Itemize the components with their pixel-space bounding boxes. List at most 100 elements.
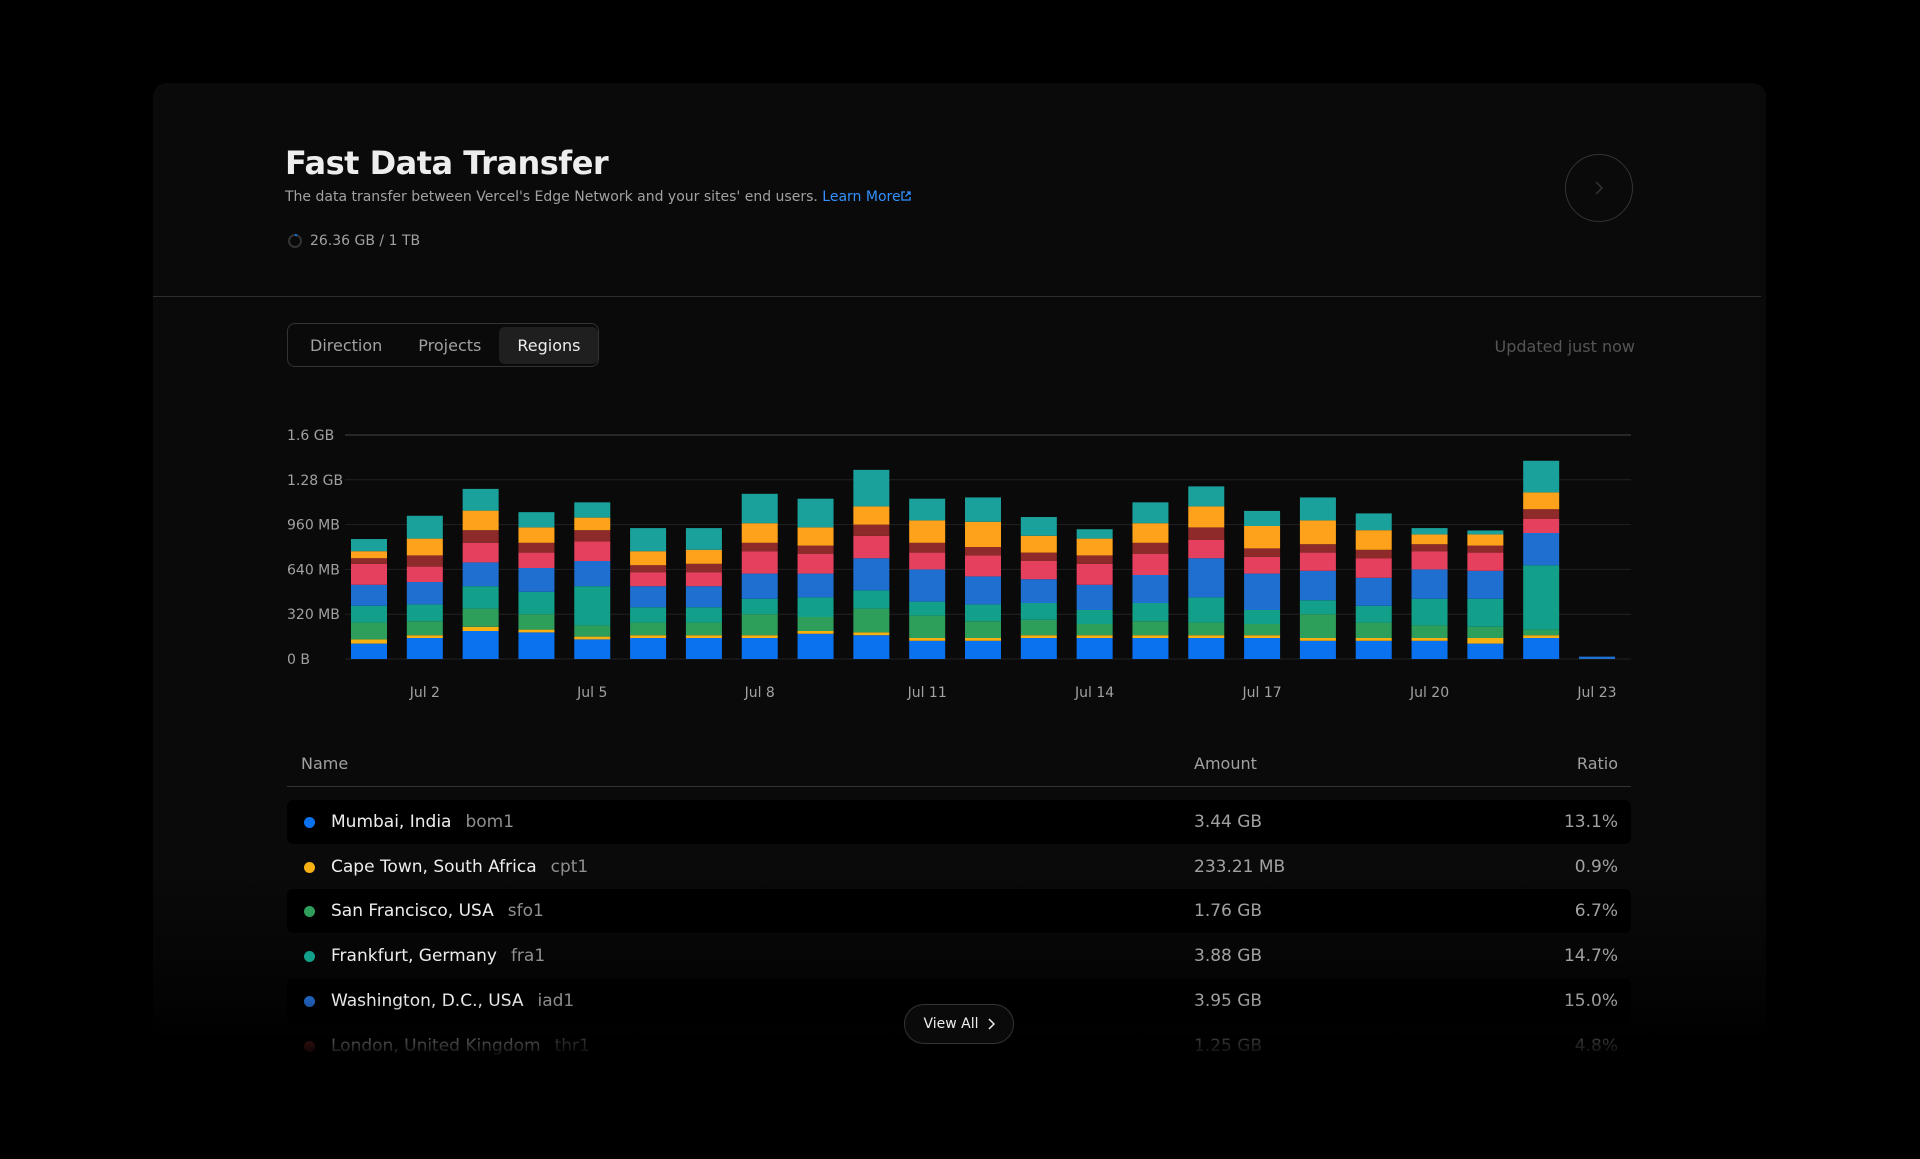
bar-segment — [686, 623, 722, 636]
learn-more-link[interactable]: Learn More — [822, 189, 910, 205]
bar-segment — [686, 550, 722, 564]
region-code: iad1 — [537, 991, 574, 1011]
bar-segment — [853, 525, 889, 536]
bar-segment — [1132, 621, 1168, 635]
region-dot — [304, 906, 315, 917]
bar-segment — [518, 632, 554, 659]
bar-segment — [909, 553, 945, 570]
bar-segment — [1132, 575, 1168, 603]
bar-segment — [574, 502, 610, 517]
bar-segment — [1300, 614, 1336, 638]
tab[interactable]: Projects — [400, 327, 499, 364]
bar-segment — [853, 609, 889, 633]
bar-segment — [1356, 550, 1392, 558]
region-dot — [304, 1041, 315, 1052]
bar-segment — [518, 543, 554, 553]
bar-segment — [630, 551, 666, 565]
bar-segment — [853, 590, 889, 608]
table-row[interactable]: Cape Town, South Africacpt1233.21 MB0.9% — [287, 845, 1631, 889]
bar-segment — [686, 564, 722, 572]
bar-segment — [1467, 530, 1503, 534]
bar-segment — [909, 616, 945, 638]
bar-segment — [1523, 519, 1559, 533]
bar-segment — [463, 609, 499, 627]
bar-segment — [1021, 517, 1057, 536]
bar-segment — [1077, 585, 1113, 610]
bar-segment — [965, 522, 1001, 547]
bar-segment — [1467, 627, 1503, 638]
bar-segment — [1077, 564, 1113, 585]
bar-segment — [1467, 599, 1503, 627]
bar-segment — [909, 520, 945, 542]
x-tick-label: Jul 14 — [1074, 685, 1114, 701]
bar-segment — [407, 604, 443, 621]
bar-segment — [1188, 558, 1224, 597]
bar-segment — [1132, 603, 1168, 621]
bar-segment — [798, 597, 834, 617]
bar-segment — [686, 528, 722, 550]
expand-button[interactable] — [1565, 154, 1633, 222]
bar-segment — [463, 631, 499, 659]
bar-segment — [1132, 638, 1168, 659]
table-row[interactable]: Frankfurt, Germanyfra13.88 GB14.7% — [287, 934, 1631, 978]
region-name: San Francisco, USA — [331, 901, 494, 921]
bar-segment — [1356, 623, 1392, 638]
bar-segment — [742, 574, 778, 599]
bar-segment — [574, 541, 610, 561]
bar-segment — [1412, 544, 1448, 551]
bar-segment — [407, 567, 443, 582]
bar-segment — [463, 627, 499, 631]
bar-segment — [1300, 553, 1336, 571]
ratio: 15.0% — [1564, 991, 1618, 1011]
region-name: London, United Kingdom — [331, 1036, 541, 1056]
bar-segment — [1412, 551, 1448, 569]
bar-segment — [909, 499, 945, 521]
bar-segment — [742, 599, 778, 614]
bar-segment — [1021, 579, 1057, 603]
bar-segment — [1467, 638, 1503, 644]
y-tick-label: 640 MB — [287, 562, 340, 578]
bar-segment — [518, 630, 554, 633]
bar-segment — [1523, 630, 1559, 636]
title: Fast Data Transfer — [285, 144, 608, 182]
bar-segment — [518, 527, 554, 542]
bar-segment — [965, 547, 1001, 555]
bar-segment — [909, 569, 945, 601]
y-tick-label: 1.6 GB — [287, 428, 334, 444]
bar-segment — [1077, 610, 1113, 624]
view-all-button[interactable]: View All — [904, 1004, 1014, 1044]
bar-segment — [1356, 638, 1392, 641]
table-row[interactable]: San Francisco, USAsfo11.76 GB6.7% — [287, 889, 1631, 933]
table-header: NameAmountRatio — [287, 752, 1631, 787]
bar-segment — [1188, 540, 1224, 558]
region-name: Washington, D.C., USA — [331, 991, 523, 1011]
bar-segment — [742, 635, 778, 638]
bar-segment — [1523, 533, 1559, 565]
bar-segment — [965, 641, 1001, 659]
x-tick-label: Jul 20 — [1409, 685, 1449, 701]
tab[interactable]: Direction — [292, 327, 400, 364]
bar-segment — [1244, 511, 1280, 526]
x-tick-label: Jul 11 — [907, 685, 947, 701]
region-name: Frankfurt, Germany — [331, 946, 497, 966]
divider — [153, 296, 1761, 297]
chevron-icon — [987, 1018, 995, 1030]
bar-segment — [686, 586, 722, 607]
y-tick-label: 1.28 GB — [287, 473, 343, 489]
bar-segment — [1356, 606, 1392, 623]
bar-segment — [407, 582, 443, 604]
ratio: 0.9% — [1575, 857, 1618, 877]
bar-segment — [518, 512, 554, 527]
ratio: 6.7% — [1575, 901, 1618, 921]
bar-segment — [463, 586, 499, 608]
bar-segment — [742, 551, 778, 573]
tab[interactable]: Regions — [499, 327, 598, 364]
table-row[interactable]: Mumbai, Indiabom13.44 GB13.1% — [287, 800, 1631, 844]
bar-segment — [407, 539, 443, 556]
bar-segment — [853, 632, 889, 635]
bar-segment — [1077, 529, 1113, 538]
bar-segment — [1021, 603, 1057, 620]
bar-segment — [1188, 623, 1224, 636]
region-dot — [304, 862, 315, 873]
bar-segment — [407, 638, 443, 659]
